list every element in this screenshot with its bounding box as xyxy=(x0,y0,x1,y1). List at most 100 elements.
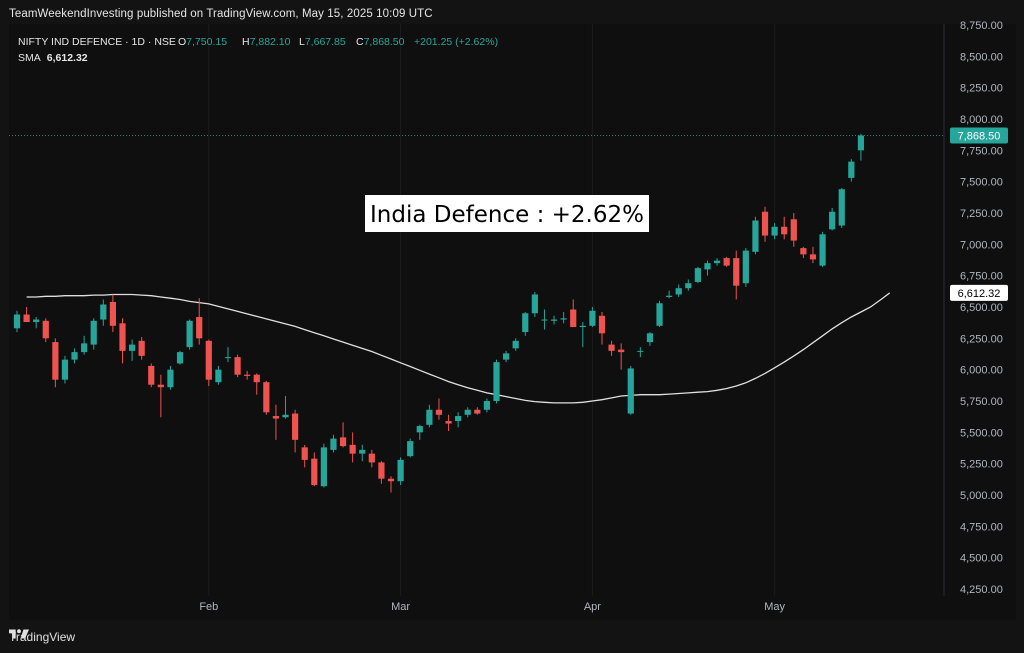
candle xyxy=(407,438,414,458)
candle xyxy=(205,339,212,386)
candle-body xyxy=(742,250,749,284)
legend-h-value: 7,882.10 xyxy=(250,36,291,48)
publish-info: TeamWeekendInvesting published on Tradin… xyxy=(9,8,433,20)
candle-body xyxy=(426,409,433,425)
sma-series-line xyxy=(26,292,891,404)
candle xyxy=(359,444,366,462)
candle xyxy=(52,338,59,388)
svg-text:O7,750.15: O7,750.15 xyxy=(178,36,227,48)
candle xyxy=(550,315,558,325)
annotation-text: India Defence : +2.62% xyxy=(370,202,644,228)
price-labels: 7,868.50 6,612.32 xyxy=(9,127,1008,301)
candle-body xyxy=(493,362,500,401)
candle-body xyxy=(761,211,769,236)
candle xyxy=(23,307,30,323)
candle-body xyxy=(579,325,586,328)
candle-body xyxy=(90,320,97,345)
candle-body xyxy=(733,258,740,286)
candle xyxy=(531,291,538,318)
candle-body xyxy=(713,260,721,264)
y-tick-label: 5,500.00 xyxy=(960,427,1003,439)
candle xyxy=(502,350,510,363)
candle-body xyxy=(723,258,730,266)
y-tick-label: 8,250.00 xyxy=(960,83,1003,95)
candle xyxy=(33,317,40,329)
candle xyxy=(330,434,337,453)
legend-sma[interactable]: SMA 6,612.32 xyxy=(18,52,88,64)
y-tick-label: 4,250.00 xyxy=(960,584,1003,596)
legend-l-label: L xyxy=(299,36,305,48)
candle-body xyxy=(752,220,759,252)
candle xyxy=(234,354,241,378)
candle-body xyxy=(666,295,673,297)
annotation-box[interactable] xyxy=(365,195,649,232)
candle xyxy=(704,260,711,276)
y-tick-label: 4,500.00 xyxy=(960,553,1003,565)
sma-line xyxy=(26,292,891,404)
legend-c-label: C xyxy=(356,36,364,48)
y-tick-label: 7,000.00 xyxy=(960,239,1003,251)
candle xyxy=(694,266,701,284)
candle-body xyxy=(637,350,644,352)
candle-body xyxy=(138,340,145,356)
y-tick-label: 7,750.00 xyxy=(960,145,1003,157)
candle xyxy=(637,347,644,358)
candle-body xyxy=(656,303,663,326)
legend-h-label: H xyxy=(242,36,250,48)
candle xyxy=(742,248,749,287)
candle xyxy=(522,312,529,336)
candle-body xyxy=(176,352,184,364)
candle-body xyxy=(272,416,280,419)
candle-body xyxy=(589,310,596,326)
candle-body xyxy=(292,413,299,440)
legend-ohlc: O7,750.15 H7,882.10 L7,667.85 C7,868.50 … xyxy=(178,36,498,48)
candle-body xyxy=(646,333,654,343)
candle-body xyxy=(445,421,452,424)
candle-body xyxy=(550,319,558,321)
candle xyxy=(215,365,222,385)
candle xyxy=(148,363,155,388)
candle-body xyxy=(598,315,606,334)
y-tick-label: 7,250.00 xyxy=(960,208,1003,220)
candle xyxy=(857,133,865,161)
candle-body xyxy=(819,234,826,266)
price-axis: 8,750.00 8,500.00 8,250.00 8,000.00 7,750.00… xyxy=(960,20,1003,596)
candle-body xyxy=(685,283,692,289)
y-tick-label: 6,500.00 xyxy=(960,302,1003,314)
candle-body xyxy=(608,344,615,351)
svg-text:C7,868.50: C7,868.50 xyxy=(356,36,405,48)
candle-body xyxy=(330,438,337,450)
footer: TradingView xyxy=(9,628,75,646)
candle xyxy=(771,223,778,240)
candle xyxy=(455,412,462,428)
candle-body xyxy=(790,219,797,241)
candle xyxy=(560,312,567,324)
legend-symbol[interactable]: NIFTY IND DEFENCE · 1D · NSE xyxy=(18,36,176,48)
candle xyxy=(618,343,625,370)
x-tick-label: Apr xyxy=(584,601,601,613)
candle xyxy=(685,279,692,291)
y-tick-label: 5,000.00 xyxy=(960,490,1003,502)
svg-text:H7,882.10: H7,882.10 xyxy=(242,36,291,48)
candle xyxy=(761,206,769,242)
candle xyxy=(416,424,423,440)
candle xyxy=(426,404,433,428)
candle xyxy=(713,258,721,266)
candle xyxy=(186,319,193,350)
candle-body xyxy=(407,441,414,457)
candle-body xyxy=(100,304,107,320)
candle-body xyxy=(829,211,836,230)
candle xyxy=(387,476,395,493)
candle xyxy=(809,246,817,264)
candle xyxy=(723,256,730,267)
candle-body xyxy=(675,288,682,295)
candle-body xyxy=(474,409,481,414)
y-tick-label: 5,750.00 xyxy=(960,396,1003,408)
candle xyxy=(176,350,184,365)
candle xyxy=(675,284,682,297)
chart-area[interactable] xyxy=(9,24,1016,620)
candle-body xyxy=(301,447,308,460)
last-price-badge xyxy=(950,127,1008,144)
y-tick-label: 5,250.00 xyxy=(960,459,1003,471)
